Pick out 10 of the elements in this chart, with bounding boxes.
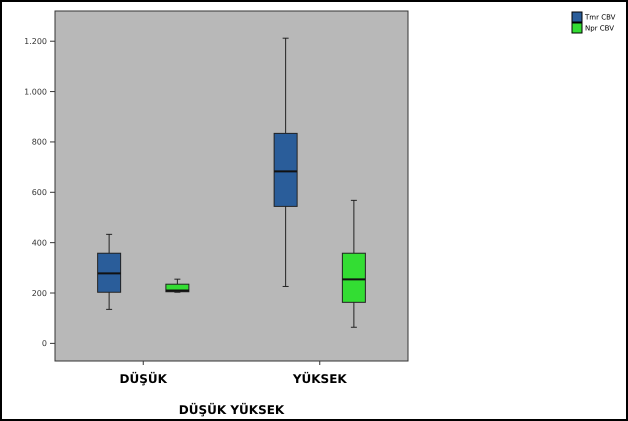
y-tick-label: 0: [42, 339, 47, 348]
y-tick-label: 400: [32, 238, 47, 248]
x-tick-label: DÜŞÜK: [120, 371, 168, 386]
y-tick-label: 600: [32, 188, 47, 198]
x-axis-title: DÜŞÜK YÜKSEK: [178, 402, 285, 417]
y-tick-label: 200: [32, 288, 47, 298]
x-tick-label: YÜKSEK: [292, 371, 348, 386]
y-tick-label: 800: [32, 138, 47, 147]
y-tick-label: 1.200: [24, 37, 47, 46]
y-tick-label: 1.000: [24, 87, 47, 96]
